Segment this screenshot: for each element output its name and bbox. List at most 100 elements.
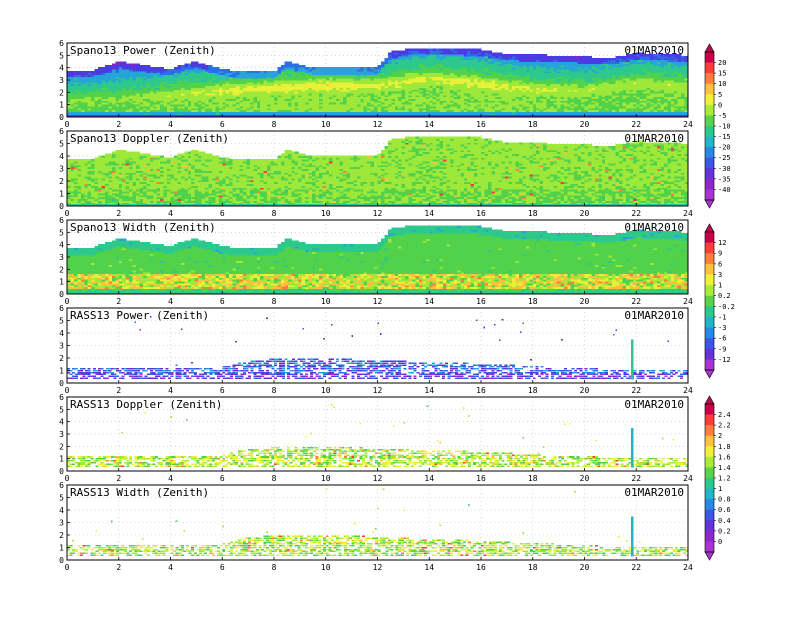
data-cell [129,63,133,65]
data-cell [122,62,126,64]
data-cell [133,63,137,65]
data-cell [226,69,230,71]
data-cell [264,71,268,73]
data-cell [574,56,578,58]
data-cell [153,67,157,69]
data-cell [560,56,564,58]
data-cell [526,54,530,56]
data-cell [478,49,482,51]
data-cell [236,71,240,73]
data-cell [146,65,150,67]
figure: 0246810121416182022240123456Spano13 Powe… [0,0,792,612]
data-cell [319,67,323,69]
data-cell [343,67,347,69]
data-cell [70,71,74,73]
data-cell [519,54,523,56]
data-cell [609,58,613,60]
data-cell [588,56,592,58]
data-cell [395,50,399,52]
data-cell [333,67,337,69]
data-cell [340,67,344,69]
data-cell [553,56,557,58]
data-cell [84,71,88,73]
data-cell [295,63,299,65]
data-cell [329,67,333,69]
data-cell [585,56,589,58]
data-cell [474,49,478,51]
data-cell [139,65,143,67]
data-cell [119,62,123,64]
data-cell [467,49,471,51]
data-cell [429,49,433,51]
data-cell [536,54,540,56]
data-cell [398,50,402,52]
data-cell [267,71,271,73]
data-cell [540,54,544,56]
data-cell [257,71,261,73]
data-cell [426,49,430,51]
data-cell [229,71,233,73]
data-cell [464,49,468,51]
data-cell [205,65,209,67]
data-cell [378,65,382,67]
data-cell [495,52,499,54]
data-cell [522,54,526,56]
data-cell [250,71,254,73]
data-cell [471,49,475,51]
data-cell [174,67,178,69]
data-cell [305,67,309,69]
data-cell [274,71,278,73]
data-cell [402,50,406,52]
data-cell [367,67,371,69]
data-cell [67,71,71,73]
data-cell [457,49,461,51]
data-cell [98,67,102,69]
data-cell [384,58,388,60]
data-cell [105,65,109,67]
data-cell [433,49,437,51]
data-cell [271,71,275,73]
profiler-figure: 0246810121416182022240123456Spano13 Powe… [0,0,792,612]
data-cell [322,67,326,69]
data-cell [160,67,164,69]
data-cell [409,49,413,51]
data-cell [481,50,485,52]
data-cell [591,58,595,60]
data-cell [74,71,78,73]
data-cell [491,52,495,54]
data-cell [115,62,119,64]
data-cell [312,67,316,69]
data-cell [543,54,547,56]
data-cell [233,71,237,73]
data-cell [502,54,506,56]
data-cell [288,62,292,64]
data-cell [208,65,212,67]
data-cell [516,54,520,56]
data-cell [81,71,85,73]
data-cell [498,52,502,54]
data-cell [143,65,147,67]
data-cell [529,54,533,56]
data-cell [191,62,195,64]
data-cell [581,56,585,58]
data-cell [571,56,575,58]
data-cell [447,49,451,51]
data-cell [619,56,623,58]
data-cell [602,58,606,60]
data-cell [422,49,426,51]
data-cell [177,65,181,67]
data-cell [167,69,171,71]
data-cell [108,65,112,67]
data-cell [336,67,340,69]
data-cell [505,54,509,56]
data-cell [315,67,319,69]
data-cell [298,65,302,67]
data-cell [219,69,223,71]
data-cell [453,49,457,51]
data-cell [91,71,95,73]
data-cell [371,67,375,69]
data-cell [102,67,106,69]
data-cell [533,54,537,56]
data-cell [595,58,599,60]
